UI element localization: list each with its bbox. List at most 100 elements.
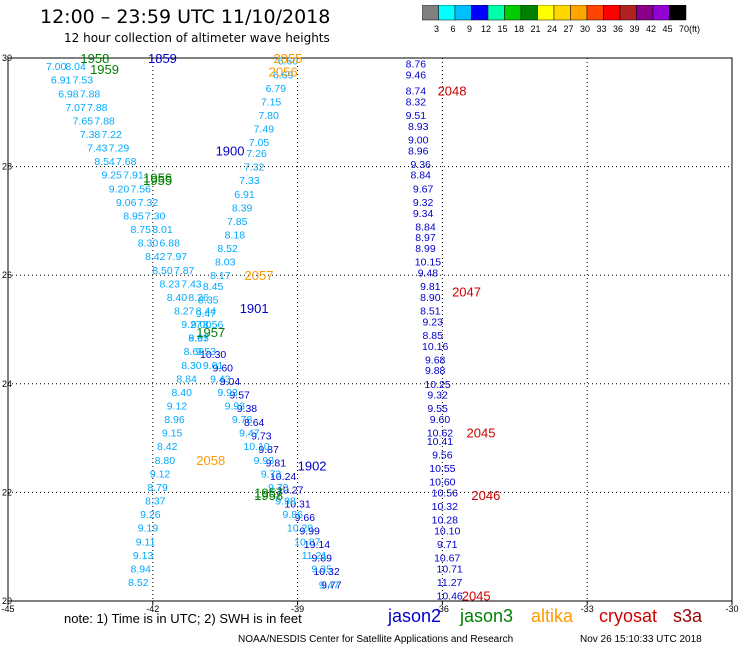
- x-tick-label: -30: [725, 604, 738, 614]
- swh-value: 7.87: [174, 265, 195, 277]
- swh-value: 10.30: [200, 349, 226, 361]
- pass-number-label: 1959: [90, 62, 119, 77]
- swh-value: 7.97: [167, 251, 188, 263]
- swh-value: 9.00: [408, 134, 429, 146]
- swh-value: 7.53: [73, 75, 94, 87]
- swh-value: 9.67: [188, 333, 209, 345]
- y-tick-label: 20: [2, 596, 12, 606]
- swh-value: 10.10: [434, 525, 460, 537]
- legend-jason2: jason2: [388, 606, 442, 626]
- swh-value: 9.25: [102, 170, 123, 182]
- pass-number-label: 1901: [240, 301, 269, 316]
- colorbar-tick-label: 24: [547, 24, 557, 34]
- swh-value: 10.71: [436, 563, 462, 575]
- swh-value: 9.87: [258, 444, 279, 456]
- colorbar-tick-label: 33: [596, 24, 606, 34]
- swh-value: 6.91: [51, 75, 72, 87]
- swh-value: 9.00: [191, 319, 212, 331]
- swh-value: 9.26: [140, 509, 161, 521]
- legend-cryosat: cryosat: [599, 606, 658, 626]
- swh-value: 10.67: [434, 553, 460, 565]
- pass-number-label: 1900: [216, 143, 245, 158]
- pass-number-label: 1859: [148, 51, 177, 66]
- swh-value: 8.50: [152, 265, 173, 277]
- swh-value: 7.88: [80, 88, 101, 100]
- colorbar-tick-label: 12: [481, 24, 491, 34]
- swh-value: 8.60: [184, 346, 205, 358]
- swh-value: 9.35: [312, 563, 333, 575]
- swh-value: 8.26: [188, 292, 209, 304]
- swh-value: 7.15: [261, 96, 282, 108]
- swh-value: 10.27: [277, 485, 303, 497]
- swh-value: 9.12: [150, 468, 171, 480]
- swh-value: 9.55: [427, 403, 448, 415]
- swh-value: 7.32: [244, 162, 265, 174]
- swh-value: 8.03: [215, 257, 236, 269]
- swh-value: 9.06: [116, 197, 137, 209]
- swh-value: 8.90: [420, 292, 441, 304]
- colorbar-tick-label: 36: [613, 24, 623, 34]
- y-tick-label: 30: [2, 53, 12, 63]
- swh-value: 8.56: [203, 319, 224, 331]
- pass-number-label: 1957: [196, 325, 225, 340]
- swh-value: 8.44: [196, 305, 217, 317]
- swh-value: 7.85: [227, 216, 248, 228]
- colorbar-tick-label: 42: [646, 24, 656, 34]
- swh-value: 7.38: [80, 129, 101, 141]
- swh-value: 9.56: [432, 449, 453, 461]
- colorbar-unit-label: (ft): [689, 24, 700, 34]
- swh-value: 9.36: [410, 159, 431, 171]
- y-tick-label: 24: [2, 379, 12, 389]
- swh-value: 9.34: [413, 208, 434, 220]
- colorbar-tick-label: 70: [679, 24, 689, 34]
- swh-value: 7.65: [73, 115, 94, 127]
- colorbar-tick-label: 27: [563, 24, 573, 34]
- swh-value: 10.28: [432, 515, 458, 527]
- axis-ticks: -45 -42 -39 -36 -33 -30 20 22 24 26 28 30: [1, 53, 738, 614]
- swh-colorbar: 3 6 9 12 15 18 21 24 27 30 33 36 39 42 45 70 (ft): [422, 5, 700, 34]
- swh-value: 7.22: [102, 129, 123, 141]
- swh-value: 11.21: [302, 550, 328, 562]
- swh-value: 8.96: [164, 414, 185, 426]
- legend-altika: altika: [531, 606, 574, 626]
- swh-value: 7.68: [116, 156, 137, 168]
- swh-value: 7.80: [258, 110, 279, 122]
- swh-value: 9.73: [251, 430, 272, 442]
- swh-value: 7.43: [181, 278, 202, 290]
- swh-value: 7.07: [65, 102, 86, 114]
- swh-value: 9.81: [266, 458, 287, 470]
- swh-value: 8.39: [232, 202, 253, 214]
- swh-value: 7.33: [239, 175, 260, 187]
- pass-number-label: 2057: [245, 268, 274, 283]
- chart-subtitle: 12 hour collection of altimeter wave hei…: [64, 31, 330, 45]
- swh-value: 9.77: [321, 580, 342, 592]
- swh-value: 10.56: [432, 487, 458, 499]
- swh-value: 9.27: [181, 319, 202, 331]
- swh-value: 8.30: [181, 360, 202, 372]
- x-tick-label: -36: [436, 604, 449, 614]
- swh-value: 9.67: [413, 183, 434, 195]
- swh-value: 8.27: [174, 305, 195, 317]
- swh-value: 9.71: [437, 539, 458, 551]
- swh-value: 9.68: [425, 354, 446, 366]
- swh-value: 9.47: [239, 428, 260, 440]
- swh-value: 8.76: [406, 58, 427, 70]
- swh-value: 8.52: [128, 577, 149, 589]
- swh-value: 10.31: [284, 498, 310, 510]
- pass-number-label: 1902: [298, 458, 327, 473]
- swh-value: 9.32: [413, 197, 434, 209]
- swh-value: 8.84: [176, 373, 197, 385]
- swh-value: 6.79: [266, 83, 287, 95]
- swh-value: 19.14: [304, 539, 330, 551]
- swh-value: 8.93: [408, 121, 429, 133]
- swh-value: 10.16: [422, 341, 448, 353]
- colorbar-tick-label: 15: [497, 24, 507, 34]
- swh-value: 9.48: [418, 267, 439, 279]
- swh-value: 8.51: [420, 305, 441, 317]
- swh-value: 8.80: [155, 455, 176, 467]
- swh-points: 8.769.468.748.329.518.939.008.969.368.84…: [46, 56, 463, 603]
- colorbar-tick-label: 3: [434, 24, 439, 34]
- swh-value: 10.20: [287, 523, 313, 535]
- swh-value: 10.15: [415, 257, 441, 269]
